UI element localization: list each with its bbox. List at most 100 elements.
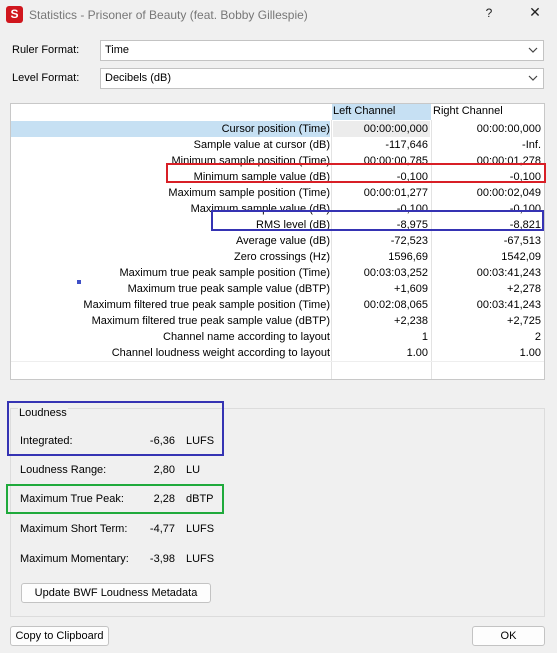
right-channel-value: -Inf. (522, 139, 541, 151)
table-header: Left Channel Right Channel (11, 104, 544, 120)
loudness-group-title: Loudness (18, 407, 68, 419)
app-logo-icon: S (6, 6, 23, 23)
highlight-integrated-loudness (7, 401, 224, 456)
left-channel-value: 00:02:08,065 (363, 299, 428, 311)
row-label: Minimum sample value (dB) (193, 171, 330, 183)
table-row-empty (11, 361, 544, 377)
left-channel-value: 00:03:03,252 (363, 267, 428, 279)
statistics-table[interactable]: Left Channel Right Channel Cursor positi… (10, 103, 545, 380)
row-label: Maximum true peak sample value (dBTP) (127, 283, 330, 295)
row-label: Maximum filtered true peak sample positi… (83, 299, 330, 311)
loudness-label: Maximum Short Term: (20, 523, 128, 535)
loudness-value: -6,36 (149, 435, 175, 447)
table-row[interactable]: Maximum filtered true peak sample positi… (11, 297, 544, 313)
highlight-rms-level (211, 210, 544, 231)
table-row[interactable]: Maximum sample value (dB) -0,100 -0,100 (11, 201, 544, 217)
window-title: Statistics - Prisoner of Beauty (feat. B… (29, 8, 308, 22)
right-channel-value: 00:03:41,243 (476, 299, 541, 311)
loudness-label: Loudness Range: (20, 464, 107, 476)
row-label: Channel name according to layout (163, 331, 330, 343)
ruler-format-label: Ruler Format: (12, 44, 80, 56)
copy-to-clipboard-button[interactable]: Copy to Clipboard (10, 626, 109, 646)
right-channel-value: -0,100 (509, 171, 541, 183)
table-row[interactable]: Minimum sample value (dB) -0,100 -0,100 (11, 169, 544, 185)
row-label: Zero crossings (Hz) (234, 251, 330, 263)
table-row[interactable]: Maximum true peak sample position (Time)… (11, 265, 544, 281)
help-button[interactable]: ? (485, 6, 493, 20)
left-channel-value: 1596,69 (388, 251, 428, 263)
table-row[interactable]: Maximum filtered true peak sample value … (11, 313, 544, 329)
loudness-unit: LUFS (186, 553, 215, 565)
row-label: Maximum sample value (dB) (190, 203, 330, 215)
update-bwf-loudness-button[interactable]: Update BWF Loudness Metadata (21, 583, 211, 603)
table-row[interactable]: Cursor position (Time) 00:00:00,000 00:00:… (11, 121, 544, 137)
right-channel-value: -67,513 (503, 235, 541, 247)
loudness-value: 2,80 (153, 464, 175, 476)
chevron-down-icon (528, 75, 538, 81)
table-row[interactable]: Maximum sample position (Time) 00:00:01,2… (11, 185, 544, 201)
right-channel-value: 1.00 (519, 347, 541, 359)
loudness-unit: LUFS (186, 435, 215, 447)
left-channel-value: -8,975 (396, 219, 428, 231)
row-label: RMS level (dB) (256, 219, 330, 231)
row-label: Cursor position (Time) (11, 121, 330, 137)
left-channel-value: -117,646 (385, 139, 428, 151)
row-label: Maximum true peak sample position (Time) (119, 267, 331, 279)
ruler-format-value: Time (105, 44, 130, 56)
row-label: Channel loudness weight according to lay… (111, 347, 330, 359)
left-channel-value: 1 (421, 331, 428, 343)
loudness-value: -3,98 (149, 553, 175, 565)
row-label: Sample value at cursor (dB) (193, 139, 330, 151)
right-channel-value: -0,100 (509, 203, 541, 215)
left-channel-value: -72,523 (390, 235, 428, 247)
loudness-unit: LUFS (186, 523, 215, 535)
right-channel-value: 1542,09 (501, 251, 541, 263)
table-row[interactable]: RMS level (dB) -8,975 -8,821 (11, 217, 544, 233)
left-channel-value: +2,238 (394, 315, 428, 327)
column-header-left-channel[interactable]: Left Channel (332, 104, 431, 120)
table-row[interactable]: Zero crossings (Hz) 1596,69 1542,09 (11, 249, 544, 265)
ok-button[interactable]: OK (472, 626, 545, 646)
level-format-select[interactable]: Decibels (dB) (100, 68, 544, 89)
loudness-unit: dBTP (186, 493, 214, 505)
highlight-max-true-peak (6, 484, 224, 514)
left-channel-value: 1.00 (406, 347, 428, 359)
right-channel-value: 00:00:02,049 (476, 187, 541, 199)
loudness-value: 2,28 (153, 493, 175, 505)
table-row[interactable]: Maximum true peak sample value (dBTP) +1,… (11, 281, 544, 297)
left-channel-value: -0,100 (396, 171, 428, 183)
loudness-unit: LU (186, 464, 201, 476)
right-channel-value: +2,725 (507, 315, 541, 327)
chevron-down-icon (528, 47, 538, 53)
left-channel-value: +1,609 (394, 283, 428, 295)
loudness-label: Maximum Momentary: (20, 553, 129, 565)
loudness-label: Maximum True Peak: (20, 493, 124, 505)
left-channel-value: 00:00:00,000 (333, 121, 430, 137)
marker-dot (77, 280, 81, 284)
right-channel-value: -8,821 (509, 219, 541, 231)
row-label: Maximum sample position (Time) (168, 187, 330, 199)
right-channel-value: 00:03:41,243 (476, 267, 541, 279)
title-bar: S Statistics - Prisoner of Beauty (feat.… (0, 0, 557, 30)
highlight-min-sample-value (166, 163, 546, 183)
left-channel-value: -0,100 (396, 203, 428, 215)
ruler-format-select[interactable]: Time (100, 40, 544, 61)
right-channel-value: 2 (534, 331, 541, 343)
right-channel-value: +2,278 (507, 283, 541, 295)
table-row[interactable]: Channel name according to layout 1 2 (11, 329, 544, 345)
left-channel-value: 00:00:01,277 (363, 187, 428, 199)
column-header-right-channel[interactable]: Right Channel (433, 105, 503, 117)
loudness-label: Integrated: (20, 435, 73, 447)
row-label: Maximum filtered true peak sample value … (91, 315, 330, 327)
table-row[interactable]: Sample value at cursor (dB) -117,646 -Inf. (11, 137, 544, 153)
table-row[interactable]: Average value (dB) -72,523 -67,513 (11, 233, 544, 249)
level-format-label: Level Format: (12, 72, 80, 84)
right-channel-value: 00:00:00,000 (476, 123, 541, 135)
column-divider (331, 120, 332, 379)
level-format-value: Decibels (dB) (105, 72, 172, 84)
column-divider (431, 120, 432, 379)
table-row[interactable]: Channel loudness weight according to lay… (11, 345, 544, 361)
loudness-value: -4,77 (149, 523, 175, 535)
row-label: Average value (dB) (236, 235, 330, 247)
close-icon[interactable]: ✕ (529, 4, 541, 20)
